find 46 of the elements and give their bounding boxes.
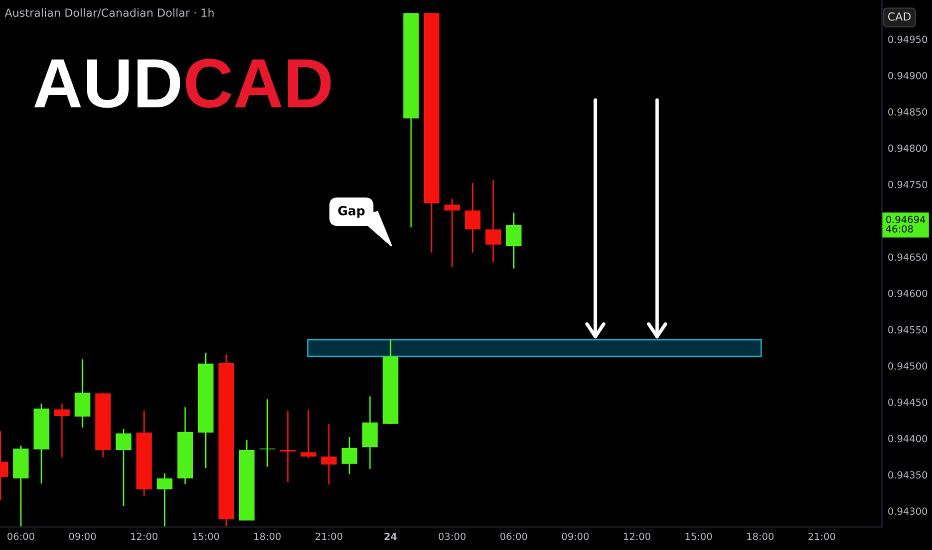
x-tick-label: 06:00	[8, 532, 34, 540]
candlestick	[280, 410, 296, 483]
y-tick-label: 0.94800	[888, 144, 928, 152]
candlestick	[342, 436, 358, 475]
y-tick-label: 0.94500	[888, 362, 928, 370]
y-axis-title: CAD	[186, 58, 331, 108]
candlestick	[321, 423, 337, 485]
x-tick-label: 03:00	[438, 532, 466, 540]
x-tick-label: 09:00	[562, 532, 589, 540]
x-tick-label: 18:00	[254, 532, 281, 540]
y-tick-label: 0.94450	[888, 398, 928, 406]
y-tick-label: 0.94600	[888, 290, 928, 298]
y-tick-label: 0.94400	[888, 434, 928, 442]
x-tick-label: 18:00	[747, 532, 774, 540]
x-tick-label: 15:00	[686, 532, 712, 540]
y-tick-label: 0.94850	[888, 108, 928, 116]
candlestick	[506, 212, 522, 270]
candlestick	[156, 472, 172, 527]
candlestick	[116, 428, 132, 507]
candlestick	[485, 179, 501, 263]
x-tick-label: 06:00	[500, 532, 528, 540]
y-tick-label: 0.94350	[888, 471, 928, 479]
candlestick	[260, 398, 276, 468]
x-tick-label: 15:00	[192, 532, 220, 540]
x-tick-label: 24	[384, 532, 397, 540]
annotation: Gap	[338, 206, 365, 218]
x-tick-label: 12:00	[131, 532, 158, 540]
x-tick-label: 21:00	[316, 532, 342, 540]
candlestick	[464, 182, 480, 254]
x-tick-label: 21:00	[808, 532, 836, 540]
candlestick	[300, 409, 316, 459]
candlestick	[444, 198, 460, 268]
y-tick-label: 0.94900	[888, 72, 928, 80]
x-tick-label: 12:00	[624, 532, 650, 540]
y-tick-label: 0.94300	[888, 508, 928, 515]
text: Australian Dollar/Canadian Dollar · 1h	[4, 8, 214, 18]
candlestick	[54, 402, 70, 458]
y-tick-label: 0.94750	[888, 180, 928, 188]
y-tick-label: 0.94950	[888, 36, 928, 44]
x-tick-label: 09:00	[69, 532, 96, 540]
text: CAD	[888, 12, 911, 21]
y-tick-label: 0.94550	[888, 326, 928, 334]
text: 0.94694 46:08	[886, 216, 926, 233]
annotation: AUD	[34, 59, 180, 108]
y-tick-label: 0.94650	[888, 253, 928, 261]
candlestick	[74, 358, 90, 428]
